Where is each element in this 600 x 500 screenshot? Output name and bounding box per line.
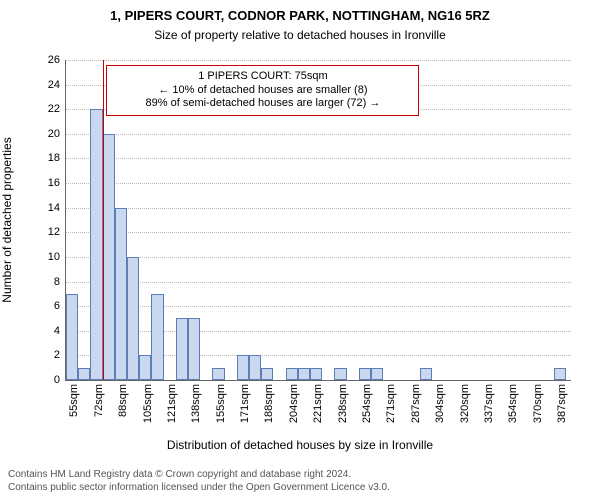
y-tick-label: 18 [48,152,66,164]
gridline [66,306,571,307]
gridline [66,60,571,61]
y-tick-label: 24 [48,79,66,91]
gridline [66,331,571,332]
histogram-bar [554,368,566,380]
y-tick-label: 14 [48,202,66,214]
chart-title: 1, PIPERS COURT, CODNOR PARK, NOTTINGHAM… [0,8,600,23]
histogram-bar [188,318,200,380]
gridline [66,282,571,283]
y-tick-label: 4 [54,325,66,337]
histogram-bar [212,368,224,380]
y-tick-label: 0 [54,374,66,386]
annotation-line-2: ← 10% of detached houses are smaller (8) [113,84,412,98]
x-tick-label: 387sqm [554,384,568,423]
x-tick-label: 105sqm [140,384,154,423]
x-tick-label: 188sqm [261,384,275,423]
histogram-bar [298,368,310,380]
y-tick-label: 10 [48,251,66,263]
annotation-line-1: 1 PIPERS COURT: 75sqm [113,70,412,84]
attribution-footer: Contains HM Land Registry data © Crown c… [8,468,390,494]
histogram-bar [103,134,115,380]
x-tick-label: 138sqm [188,384,202,423]
x-tick-label: 354sqm [505,384,519,423]
x-tick-label: 171sqm [237,384,251,423]
histogram-bar [334,368,346,380]
y-tick-label: 8 [54,276,66,288]
histogram-bar [115,208,127,380]
gridline [66,158,571,159]
chart-subtitle: Size of property relative to detached ho… [0,28,600,42]
histogram-bar [310,368,322,380]
x-tick-label: 337sqm [481,384,495,423]
y-axis-label: Number of detached properties [0,137,14,302]
histogram-bar [420,368,432,380]
gridline [66,257,571,258]
histogram-bar [359,368,371,380]
histogram-bar [286,368,298,380]
x-tick-label: 221sqm [310,384,324,423]
y-tick-label: 16 [48,177,66,189]
annotation-line-3: 89% of semi-detached houses are larger (… [113,97,412,111]
gridline [66,134,571,135]
x-tick-label: 72sqm [91,384,105,417]
x-tick-label: 121sqm [164,384,178,423]
histogram-bar [66,294,78,380]
histogram-bar [237,355,249,380]
x-tick-label: 55sqm [66,384,80,417]
x-tick-label: 155sqm [213,384,227,423]
gridline [66,183,571,184]
histogram-bar [127,257,139,380]
x-tick-label: 254sqm [359,384,373,423]
y-tick-label: 6 [54,300,66,312]
histogram-bar [90,109,102,380]
histogram-bar [249,355,261,380]
page: { "layout": { "page_w": 600, "page_h": 5… [0,0,600,500]
footer-line-1: Contains HM Land Registry data © Crown c… [8,468,390,481]
gridline [66,208,571,209]
x-tick-label: 304sqm [432,384,446,423]
x-tick-label: 287sqm [408,384,422,423]
y-tick-label: 12 [48,226,66,238]
y-tick-label: 20 [48,128,66,140]
histogram-bar [176,318,188,380]
property-marker-line [103,60,104,380]
x-tick-label: 370sqm [530,384,544,423]
y-tick-label: 26 [48,54,66,66]
histogram-bar [371,368,383,380]
annotation-box: 1 PIPERS COURT: 75sqm ← 10% of detached … [106,65,419,116]
x-axis-label: Distribution of detached houses by size … [0,438,600,452]
x-tick-label: 271sqm [383,384,397,423]
gridline [66,232,571,233]
histogram-bar [261,368,273,380]
x-tick-label: 88sqm [115,384,129,417]
histogram-bar [139,355,151,380]
x-tick-label: 320sqm [457,384,471,423]
y-tick-label: 22 [48,103,66,115]
histogram-bar [78,368,90,380]
x-tick-label: 204sqm [286,384,300,423]
histogram-bar [151,294,163,380]
chart-plot-area: 0246810121416182022242655sqm72sqm88sqm10… [65,60,571,381]
x-tick-label: 238sqm [335,384,349,423]
footer-line-2: Contains public sector information licen… [8,481,390,494]
y-tick-label: 2 [54,349,66,361]
